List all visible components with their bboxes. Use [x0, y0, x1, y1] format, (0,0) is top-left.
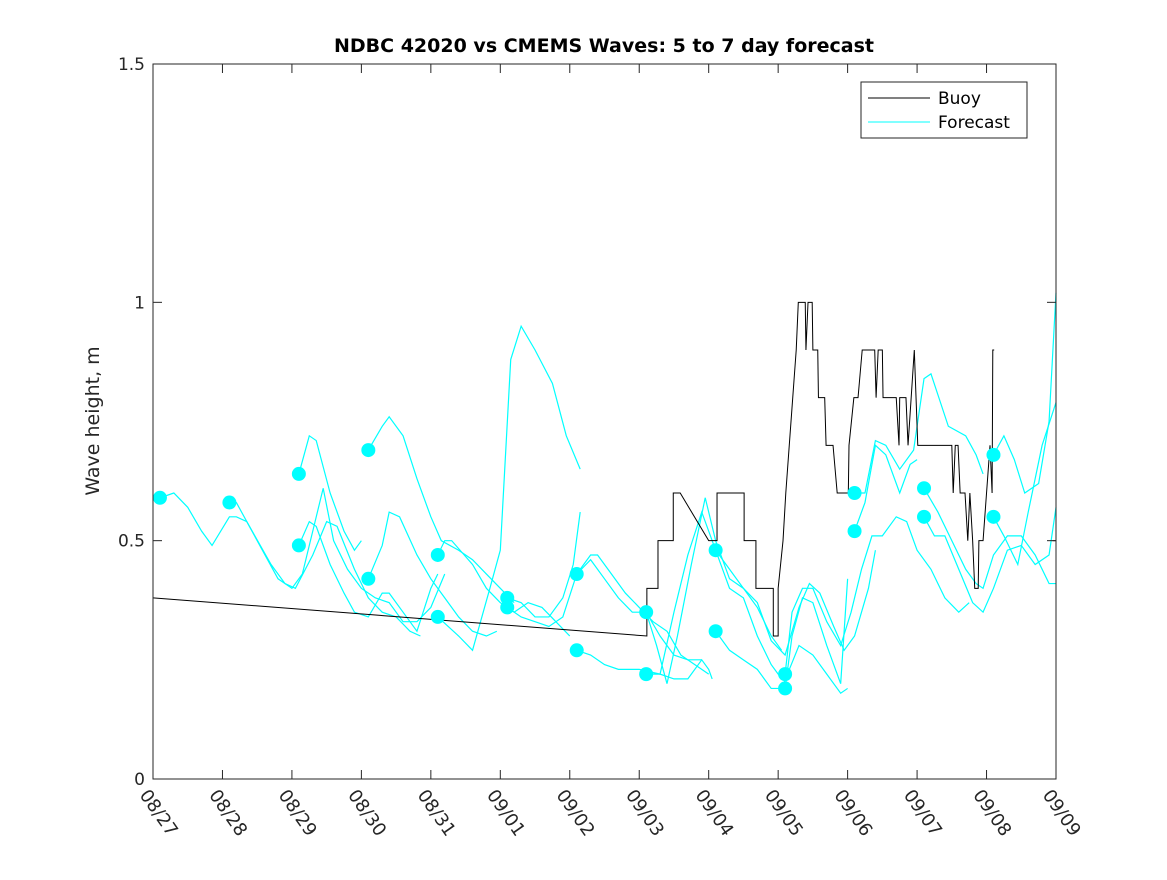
- axis-ticks: 0 0.5 1 1.5 08/27 08/28 08/29 08/30 08/31 09/01 09…: [118, 55, 1085, 840]
- x-tick-label: 08/31: [413, 786, 460, 841]
- forecast-line-21: [923, 507, 1057, 614]
- y-tick-label: 0: [134, 770, 145, 790]
- forecast-marker-17: [778, 681, 793, 696]
- legend: Buoy Forecast: [860, 81, 1028, 139]
- forecast-marker-23: [986, 509, 1001, 524]
- forecast-line-3: [298, 520, 439, 633]
- legend-forecast-label: Forecast: [938, 113, 1010, 133]
- forecast-marker-5: [430, 547, 445, 562]
- forecast-marker-3: [291, 538, 306, 553]
- forecast-line-17: [784, 578, 849, 689]
- axes-box: [152, 63, 1057, 780]
- forecast-line-8: [507, 511, 581, 618]
- forecast-marker-15: [708, 624, 723, 639]
- forecast-marker-18: [847, 486, 862, 500]
- y-tick-label: 0.5: [118, 532, 145, 552]
- chart-title: NDBC 42020 vs CMEMS Waves: 5 to 7 day fo…: [334, 35, 874, 57]
- forecast-line-2: [298, 434, 362, 552]
- forecast-line-16: [784, 516, 970, 675]
- forecast-line-0: [159, 492, 421, 637]
- x-tick-label: 08/28: [204, 786, 251, 841]
- forecast-marker-13: [639, 667, 654, 682]
- forecast-marker-4: [361, 443, 376, 458]
- x-tick-label: 09/02: [552, 786, 599, 841]
- forecast-marker-2: [291, 466, 306, 481]
- y-tick-label: 1: [134, 293, 145, 313]
- forecast-line-9: [506, 554, 710, 675]
- forecast-line-7: [437, 324, 581, 652]
- x-tick-label: 09/08: [968, 786, 1015, 841]
- x-tick-label: 09/09: [1038, 786, 1085, 841]
- forecast-marker-11: [569, 643, 584, 658]
- forecast-marker-20: [917, 481, 932, 496]
- plot-area: [152, 292, 1057, 696]
- x-tick-label: 09/03: [621, 786, 668, 841]
- forecast-line-22: [992, 292, 1057, 494]
- forecast-line-20: [923, 487, 1056, 590]
- x-tick-label: 08/30: [343, 786, 390, 841]
- x-tick-label: 09/07: [899, 786, 946, 841]
- x-tick-label: 08/27: [135, 786, 182, 841]
- x-tick-label: 09/05: [760, 786, 807, 841]
- forecast-line-12: [645, 497, 783, 684]
- forecast-line-4: [367, 415, 515, 604]
- forecast-line-23: [992, 402, 1057, 567]
- x-tick-label: 09/06: [830, 786, 877, 841]
- x-tick-label: 09/01: [482, 786, 529, 841]
- legend-box: [860, 81, 1028, 139]
- x-tick-label: 09/04: [691, 786, 738, 841]
- forecast-line-5: [437, 540, 571, 637]
- forecast-line-19: [853, 444, 918, 532]
- forecast-marker-16: [778, 667, 793, 682]
- forecast-line-1: [229, 488, 446, 623]
- legend-buoy-label: Buoy: [938, 89, 981, 109]
- forecast-marker-7: [430, 609, 445, 624]
- forecast-line-18: [854, 372, 984, 494]
- forecast-marker-6: [361, 571, 376, 586]
- buoy-line-0: [152, 301, 995, 637]
- y-axis-label: Wave height, m: [82, 346, 104, 495]
- forecast-marker-10: [569, 567, 584, 582]
- forecast-line-13: [646, 510, 783, 680]
- forecast-marker-14: [708, 543, 723, 558]
- forecast-line-14: [715, 549, 876, 657]
- forecast-marker-22: [986, 447, 1001, 462]
- forecast-marker-19: [847, 524, 862, 539]
- x-tick-label: 08/29: [274, 786, 321, 841]
- y-tick-label: 1.5: [118, 55, 145, 75]
- forecast-marker-9: [500, 600, 515, 615]
- forecast-marker-12: [639, 605, 654, 620]
- forecast-marker-21: [917, 509, 932, 524]
- forecast-marker-1: [222, 495, 237, 510]
- forecast-marker-0: [152, 490, 167, 505]
